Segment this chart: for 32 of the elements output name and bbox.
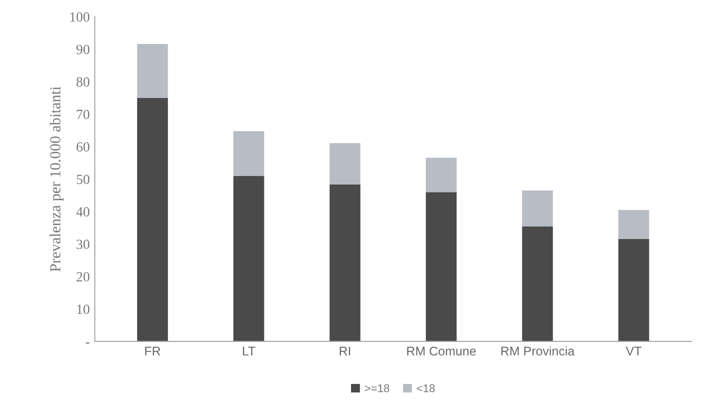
legend-label: >=18: [364, 384, 390, 392]
y-axis-title: Prevalenza per 10.000 abitanti: [50, 86, 64, 272]
y-tick-label: 40: [76, 207, 90, 217]
y-tick-label: 30: [76, 240, 90, 250]
bar: [233, 131, 264, 176]
bar: [233, 176, 264, 342]
bar: [330, 143, 360, 184]
x-tick-label: RI: [340, 346, 350, 356]
bar: [137, 44, 168, 98]
x-tick-label: FR: [145, 346, 160, 356]
y-tick-label: 50: [76, 174, 90, 184]
x-tick-label: VT: [626, 346, 642, 356]
x-tick-label: RM Provincia: [501, 346, 575, 356]
bar: [618, 210, 650, 239]
bar: [522, 190, 553, 227]
y-tick-label: 80: [76, 77, 90, 87]
bar: [330, 184, 360, 342]
y-tick-label: 10: [77, 304, 90, 314]
bar: [137, 98, 168, 342]
bar: [426, 158, 457, 192]
y-tick-label: 90: [76, 44, 90, 54]
x-tick-label: RM Comune: [407, 346, 476, 356]
x-tick-label: LT: [242, 346, 256, 356]
bar: [522, 226, 553, 342]
y-tick-label: 20: [76, 272, 90, 282]
y-tick-label: 70: [76, 110, 90, 120]
y-tick-label: 60: [76, 142, 90, 152]
y-tick-label: -: [86, 342, 90, 344]
y-tick-label: 100: [70, 12, 90, 22]
bar: [426, 192, 457, 342]
legend-label: <18: [416, 384, 435, 392]
bar: [618, 238, 650, 342]
